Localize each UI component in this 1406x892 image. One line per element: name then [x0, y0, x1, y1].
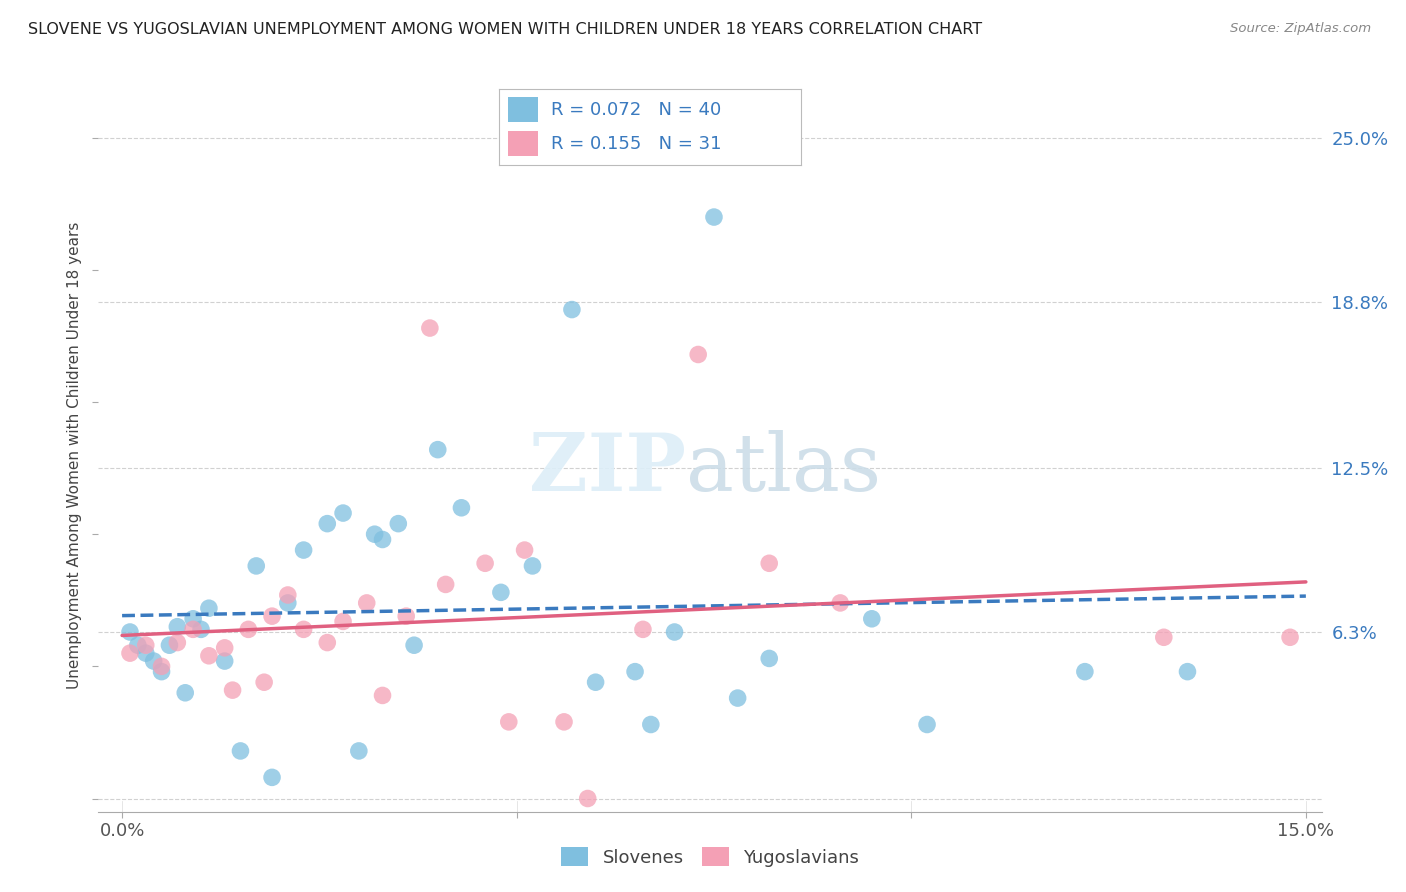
Point [277, 588, 299, 602]
Point [174, 686, 197, 700]
Bar [508, 97, 538, 122]
Point [624, 665, 647, 679]
Point [142, 654, 165, 668]
Point [292, 543, 315, 558]
Point [727, 691, 749, 706]
Point [640, 717, 662, 731]
Point [332, 506, 354, 520]
Point [356, 596, 378, 610]
Point [198, 648, 221, 663]
Point [118, 625, 141, 640]
Point [404, 638, 426, 652]
Point [387, 516, 409, 531]
Point [474, 556, 496, 570]
Point [198, 601, 221, 615]
Point [561, 302, 583, 317]
Point [292, 623, 315, 637]
Point [332, 615, 354, 629]
Text: SLOVENE VS YUGOSLAVIAN UNEMPLOYMENT AMONG WOMEN WITH CHILDREN UNDER 18 YEARS COR: SLOVENE VS YUGOSLAVIAN UNEMPLOYMENT AMON… [28, 22, 983, 37]
Point [181, 612, 204, 626]
Text: R = 0.155   N = 31: R = 0.155 N = 31 [551, 135, 721, 153]
Point [238, 623, 260, 637]
Text: R = 0.072   N = 40: R = 0.072 N = 40 [551, 101, 721, 119]
Point [214, 640, 236, 655]
Point [664, 625, 686, 640]
Point [426, 442, 449, 457]
Point [434, 577, 457, 591]
Point [585, 675, 607, 690]
Point [316, 516, 339, 531]
Bar [508, 131, 538, 156]
Point [758, 651, 780, 665]
Point [150, 665, 173, 679]
Point [190, 623, 212, 637]
Point [166, 635, 188, 649]
Point [489, 585, 512, 599]
Point [260, 609, 283, 624]
Point [688, 347, 710, 361]
Point [419, 321, 441, 335]
Point [166, 620, 188, 634]
Point [395, 609, 418, 624]
Point [245, 558, 267, 573]
Point [159, 638, 181, 652]
Point [135, 646, 157, 660]
Point [214, 654, 236, 668]
Text: atlas: atlas [686, 430, 880, 508]
Point [522, 558, 544, 573]
Point [135, 638, 157, 652]
Point [150, 659, 173, 673]
Point [118, 646, 141, 660]
Point [316, 635, 339, 649]
Point [830, 596, 852, 610]
Point [1279, 630, 1302, 644]
Point [758, 556, 780, 570]
Point [181, 623, 204, 637]
Point [371, 689, 394, 703]
Point [513, 543, 536, 558]
Point [371, 533, 394, 547]
Point [1153, 630, 1175, 644]
Point [576, 791, 599, 805]
Point [915, 717, 938, 731]
Point [253, 675, 276, 690]
Point [1074, 665, 1097, 679]
Point [450, 500, 472, 515]
Point [1177, 665, 1199, 679]
Text: Source: ZipAtlas.com: Source: ZipAtlas.com [1230, 22, 1371, 36]
Point [221, 683, 243, 698]
Point [631, 623, 654, 637]
Point [229, 744, 252, 758]
Y-axis label: Unemployment Among Women with Children Under 18 years: Unemployment Among Women with Children U… [66, 221, 82, 689]
Point [860, 612, 883, 626]
Point [553, 714, 575, 729]
Point [260, 770, 283, 784]
Point [498, 714, 520, 729]
Point [703, 210, 725, 224]
Point [347, 744, 370, 758]
Point [127, 638, 149, 652]
Legend: Slovenes, Yugoslavians: Slovenes, Yugoslavians [554, 840, 866, 874]
Point [277, 596, 299, 610]
Point [363, 527, 385, 541]
Text: ZIP: ZIP [529, 430, 686, 508]
